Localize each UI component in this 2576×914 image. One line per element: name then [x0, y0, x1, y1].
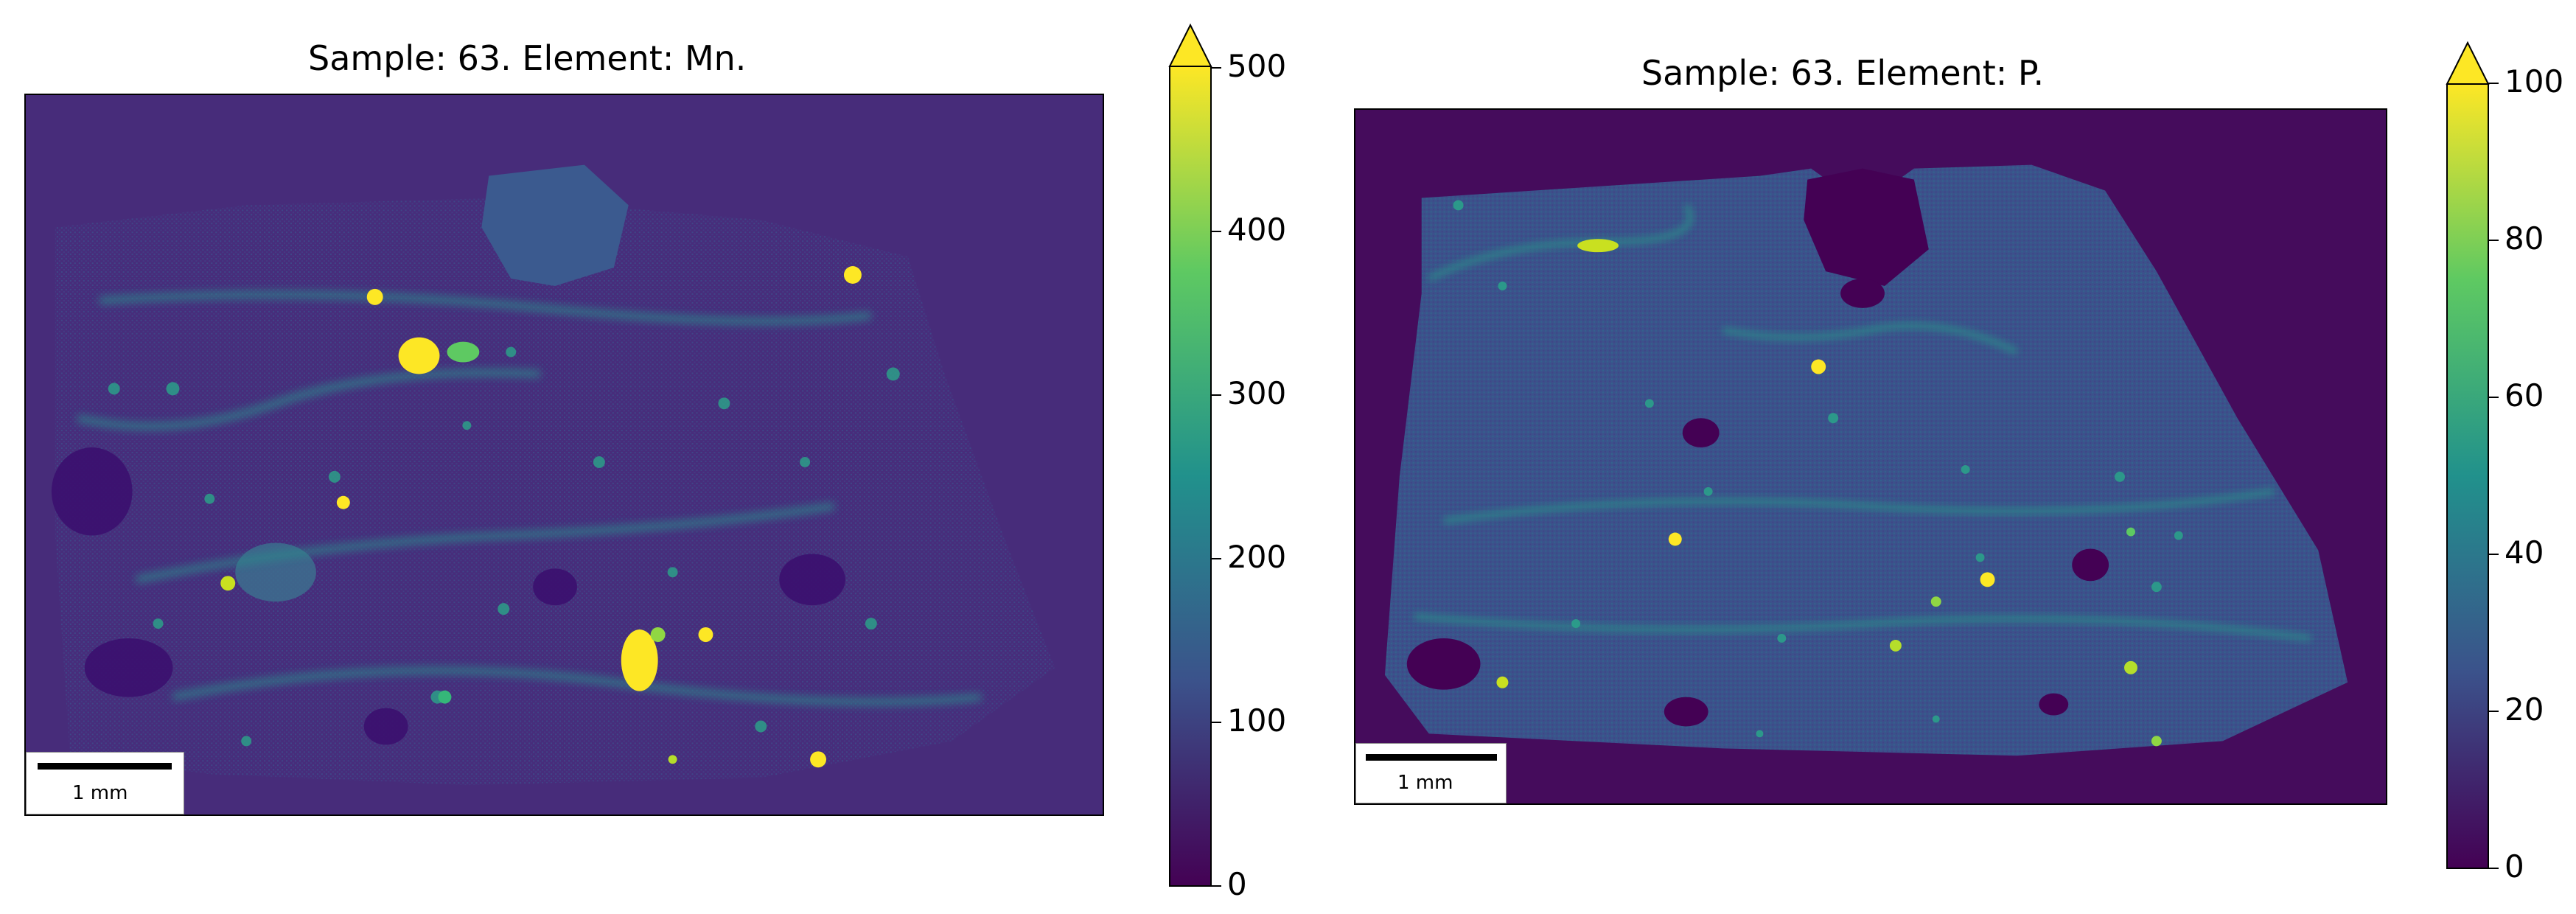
mn-tick-200: 200 [1227, 539, 1287, 575]
p-dark-pores [1406, 168, 2109, 727]
p-hotspots [1496, 239, 2162, 747]
p-scalebar-line [1366, 754, 1497, 761]
p-tick-20: 20 [2505, 691, 2544, 728]
p-colorbar-gradient [2446, 41, 2490, 869]
p-tick-0: 0 [2505, 848, 2524, 885]
p-tick-60: 60 [2505, 377, 2544, 414]
mn-sample-body [55, 198, 1055, 786]
p-sample-body [1384, 164, 2348, 756]
p-map [1354, 108, 2387, 805]
mn-colorbar-gradient [1168, 23, 1212, 887]
p-tick-40: 40 [2505, 534, 2544, 571]
mn-tick-0: 0 [1227, 866, 1247, 902]
p-map-image [1355, 110, 2386, 803]
mn-tick-300: 300 [1227, 375, 1287, 411]
mn-hotspots [220, 266, 862, 768]
mn-specks [108, 346, 900, 747]
mn-map [24, 94, 1104, 816]
mn-large-grain [481, 164, 629, 286]
p-tick-100: 100 [2505, 63, 2564, 100]
p-chart-title: Sample: 63. Element: P. [1641, 53, 2045, 93]
mn-colorbar [1168, 22, 1212, 892]
p-tick-80: 80 [2505, 220, 2544, 257]
p-scalebar: 1 mm [1355, 743, 1507, 803]
mn-scalebar: 1 mm [26, 752, 184, 814]
mn-tick-500: 500 [1227, 48, 1287, 84]
p-colorbar [2446, 40, 2490, 873]
mn-scalebar-line [38, 763, 172, 770]
mn-tick-400: 400 [1227, 212, 1287, 248]
mn-map-image [26, 95, 1103, 814]
mn-chart-title: Sample: 63. Element: Mn. [308, 38, 747, 78]
mn-dark-pores [51, 447, 845, 745]
mn-tick-100: 100 [1227, 702, 1287, 739]
mn-veins [76, 290, 982, 706]
mn-scalebar-label: 1 mm [72, 782, 128, 804]
p-specks [1453, 200, 2183, 746]
p-scalebar-label: 1 mm [1397, 772, 1453, 794]
